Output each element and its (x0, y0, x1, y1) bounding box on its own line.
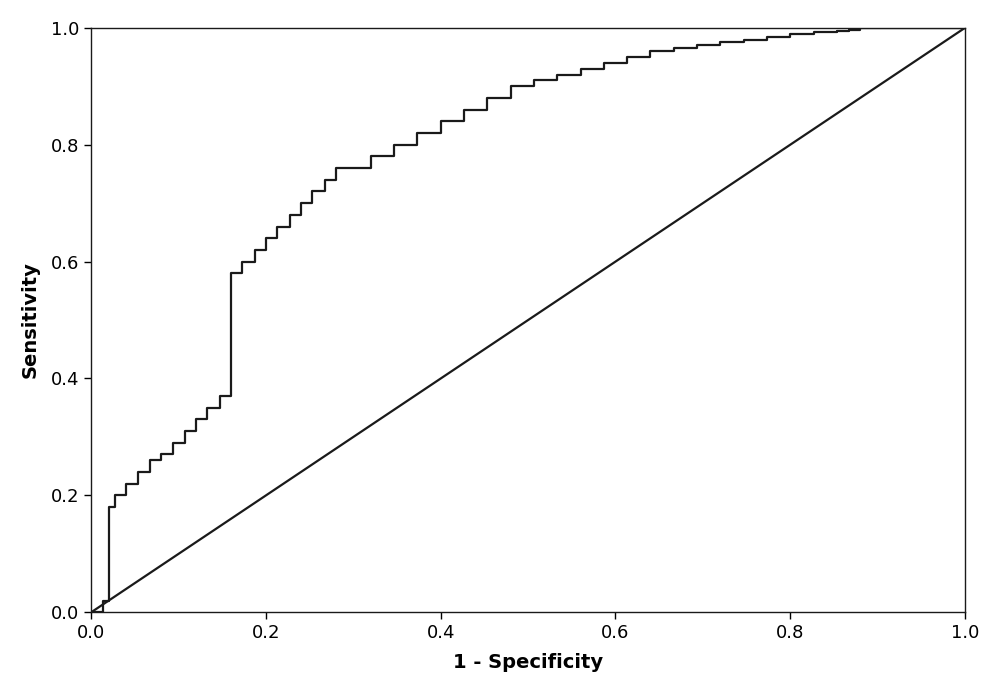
X-axis label: 1 - Specificity: 1 - Specificity (453, 653, 603, 672)
Y-axis label: Sensitivity: Sensitivity (21, 261, 40, 378)
